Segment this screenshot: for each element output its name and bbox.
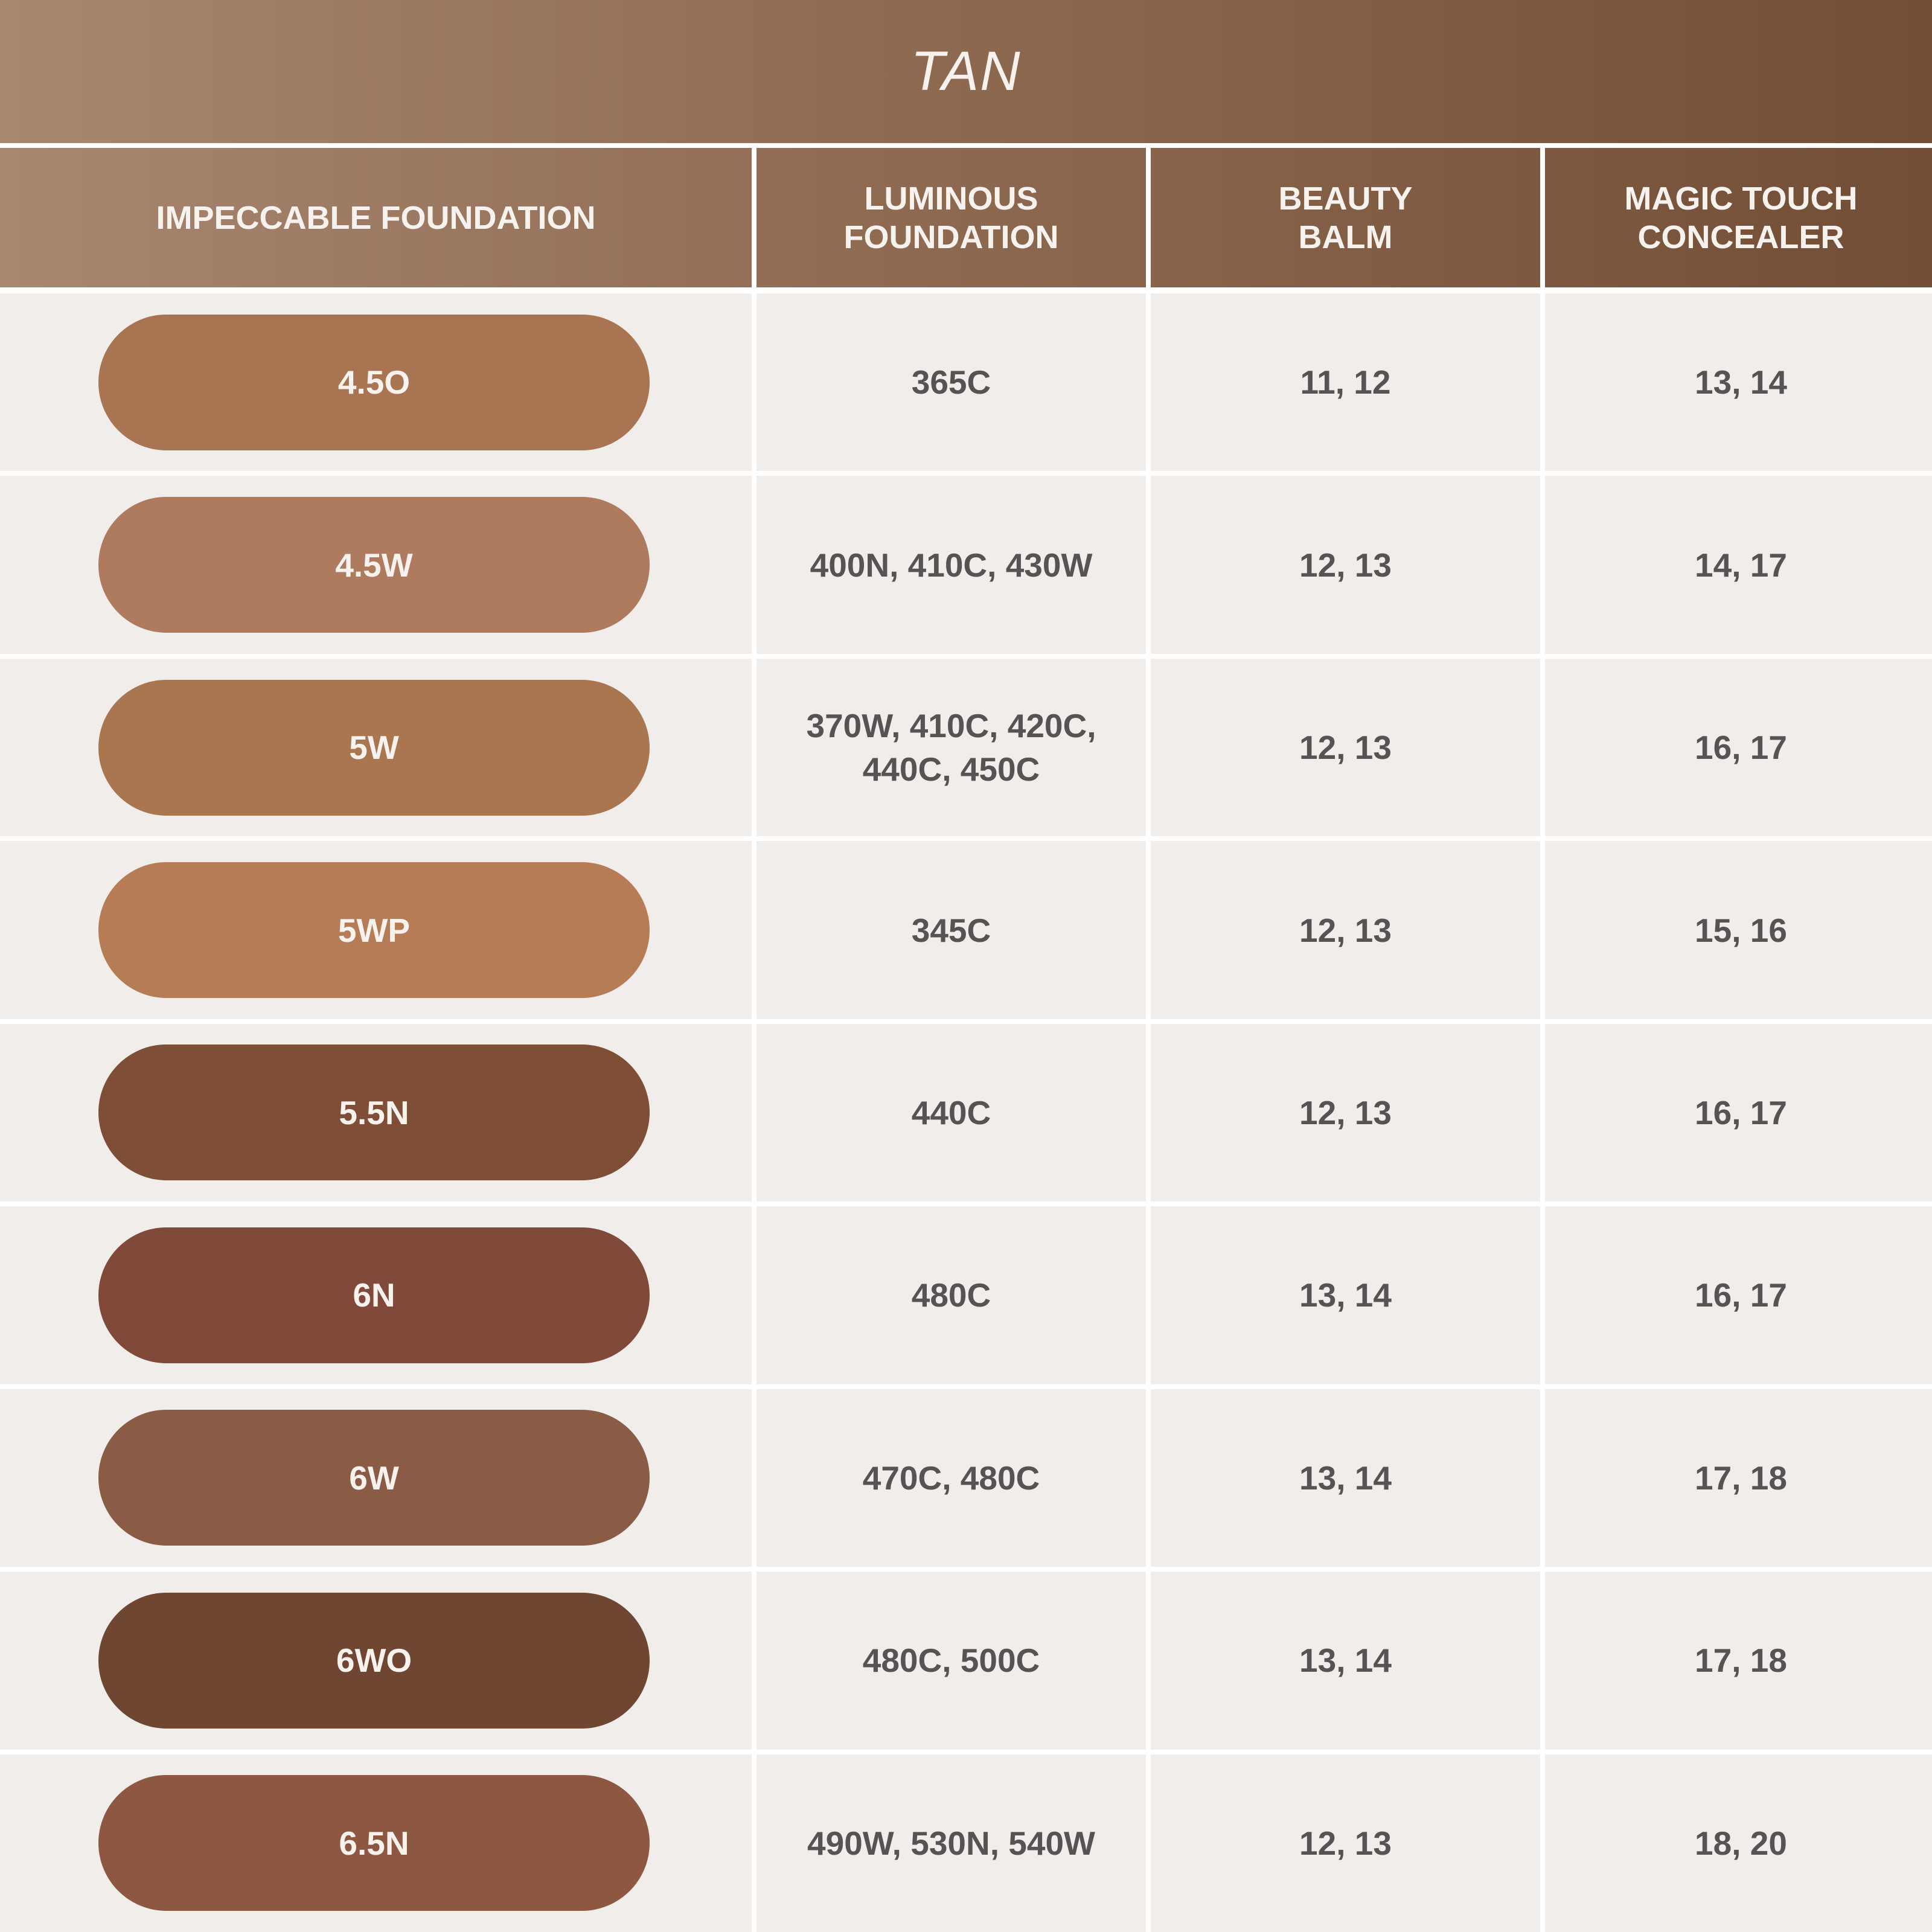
balm-cell: 11, 12 (1151, 293, 1540, 472)
header-magic-touch-concealer: MAGIC TOUCH CONCEALER (1545, 148, 1932, 287)
luminous-cell: 440C (756, 1023, 1146, 1202)
shade-cell: 4.5W (0, 476, 752, 654)
shade-cell: 6WO (0, 1572, 752, 1750)
shade-swatch: 4.5O (98, 314, 650, 450)
balm-cell: 13, 14 (1151, 1206, 1540, 1384)
luminous-cell: 470C, 480C (756, 1389, 1146, 1567)
table-row: 6.5N 490W, 530N, 540W 12, 13 18, 20 (0, 1754, 1932, 1932)
shade-label: 4.5O (337, 363, 411, 401)
luminous-cell: 345C (756, 841, 1146, 1019)
table-row: 5W 370W, 410C, 420C, 440C, 450C 12, 13 16, … (0, 658, 1932, 837)
shade-label: 6.5N (339, 1824, 409, 1862)
shade-cell: 5W (0, 658, 752, 837)
luminous-cell: 490W, 530N, 540W (756, 1754, 1146, 1932)
luminous-cell: 480C (756, 1206, 1146, 1384)
concealer-cell: 17, 18 (1545, 1572, 1932, 1750)
table-row: 5WP 345C 12, 13 15, 16 (0, 841, 1932, 1019)
shade-label: 6WO (336, 1642, 412, 1680)
header-luminous-foundation: LUMINOUS FOUNDATION (756, 148, 1146, 287)
balm-cell: 12, 13 (1151, 476, 1540, 654)
concealer-cell: 16, 17 (1545, 658, 1932, 837)
concealer-cell: 18, 20 (1545, 1754, 1932, 1932)
table-row: 5.5N 440C 12, 13 16, 17 (0, 1023, 1932, 1202)
shade-swatch: 6W (98, 1410, 650, 1546)
header-impeccable-foundation: IMPECCABLE FOUNDATION (0, 148, 752, 287)
shade-swatch: 5W (98, 679, 650, 816)
shade-label: 5.5N (339, 1093, 409, 1131)
table-row: 4.5W 400N, 410C, 430W 12, 13 14, 17 (0, 476, 1932, 654)
shade-cell: 4.5O (0, 293, 752, 472)
luminous-cell: 365C (756, 293, 1146, 472)
balm-cell: 13, 14 (1151, 1572, 1540, 1750)
chart-title: TAN (910, 40, 1022, 102)
table-row: 4.5O 365C 11, 12 13, 14 (0, 293, 1932, 472)
shade-swatch: 5.5N (98, 1044, 650, 1181)
concealer-cell: 13, 14 (1545, 293, 1932, 472)
shade-cell: 6W (0, 1389, 752, 1567)
concealer-cell: 15, 16 (1545, 841, 1932, 1019)
balm-cell: 12, 13 (1151, 841, 1540, 1019)
shade-swatch: 6.5N (98, 1775, 650, 1911)
shade-swatch: 4.5W (98, 497, 650, 633)
concealer-cell: 16, 17 (1545, 1023, 1932, 1202)
luminous-cell: 370W, 410C, 420C, 440C, 450C (756, 658, 1146, 837)
concealer-cell: 16, 17 (1545, 1206, 1932, 1384)
table-body: 4.5O 365C 11, 12 13, 14 4.5W 400N, 410C, 430W… (0, 293, 1932, 1932)
shade-cell: 6N (0, 1206, 752, 1384)
table-header: IMPECCABLE FOUNDATION LUMINOUS FOUNDATIO… (0, 148, 1932, 287)
shade-cell: 5WP (0, 841, 752, 1019)
table-row: 6W 470C, 480C 13, 14 17, 18 (0, 1389, 1932, 1567)
shade-swatch: 6N (98, 1227, 650, 1363)
concealer-cell: 17, 18 (1545, 1389, 1932, 1567)
shade-swatch: 6WO (98, 1592, 650, 1729)
shade-cell: 5.5N (0, 1023, 752, 1202)
balm-cell: 12, 13 (1151, 1754, 1540, 1932)
shade-label: 5W (349, 729, 399, 767)
shade-cell: 6.5N (0, 1754, 752, 1932)
table-row: 6N 480C 13, 14 16, 17 (0, 1206, 1932, 1384)
shade-label: 6N (353, 1276, 395, 1314)
balm-cell: 13, 14 (1151, 1389, 1540, 1567)
balm-cell: 12, 13 (1151, 658, 1540, 837)
balm-cell: 12, 13 (1151, 1023, 1540, 1202)
shade-label: 5WP (337, 911, 411, 949)
concealer-cell: 14, 17 (1545, 476, 1932, 654)
header-beauty-balm: BEAUTY BALM (1151, 148, 1540, 287)
luminous-cell: 400N, 410C, 430W (756, 476, 1146, 654)
shade-swatch: 5WP (98, 862, 650, 999)
table-row: 6WO 480C, 500C 13, 14 17, 18 (0, 1572, 1932, 1750)
shade-label: 4.5W (335, 546, 413, 584)
shade-label: 6W (349, 1459, 399, 1497)
luminous-cell: 480C, 500C (756, 1572, 1146, 1750)
title-band: TAN (0, 0, 1932, 143)
